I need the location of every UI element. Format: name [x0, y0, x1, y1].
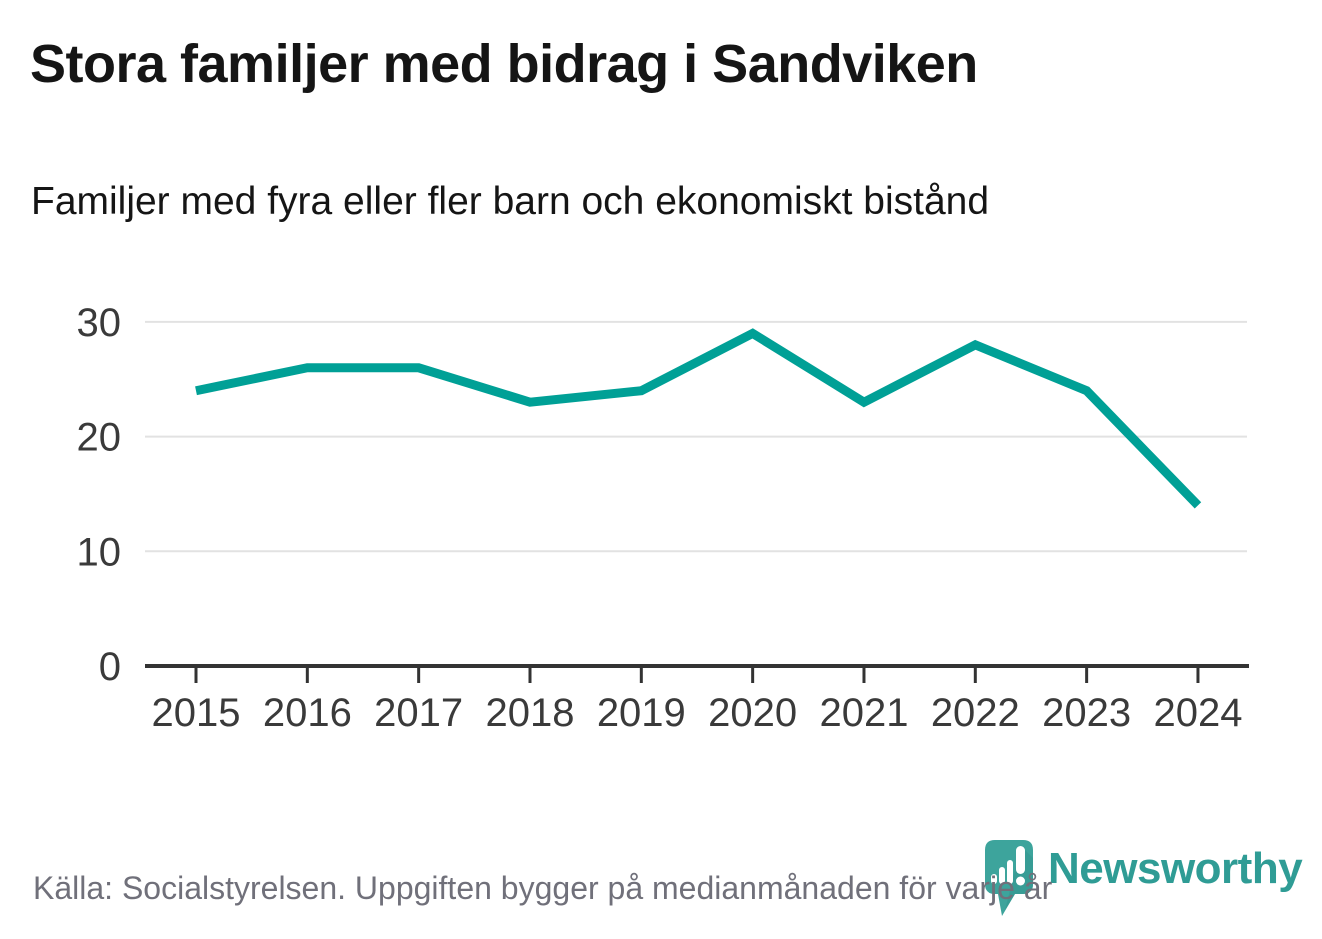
chart-title: Stora familjer med bidrag i Sandviken: [30, 34, 978, 94]
newsworthy-chart-pin-icon: [985, 840, 1033, 916]
x-axis-tick-label: 2020: [708, 691, 797, 735]
x-axis-tick-label: 2019: [597, 691, 686, 735]
y-axis-tick-label: 30: [77, 301, 122, 345]
x-axis-tick-label: 2015: [152, 691, 241, 735]
x-axis-tick-label: 2022: [931, 691, 1020, 735]
y-axis-tick-label: 0: [99, 645, 121, 689]
x-axis-tick-label: 2021: [819, 691, 908, 735]
y-axis-tick-label: 20: [77, 416, 122, 460]
newsworthy-logo-text: Newsworthy: [1048, 844, 1303, 893]
y-axis-tick-label: 10: [77, 530, 122, 574]
x-axis-tick-label: 2024: [1153, 691, 1242, 735]
data-line-series: [195, 328, 1202, 509]
source-note: Källa: Socialstyrelsen. Uppgiften bygger…: [33, 870, 1053, 906]
chart-subtitle: Familjer med fyra eller fler barn och ek…: [31, 180, 990, 223]
newsworthy-logo: Newsworthy: [983, 838, 1303, 924]
line-chart-svg: 0 10 20 30 2015 2016 2017 2018 2019 2020 2021 2022 2…: [77, 301, 1249, 735]
line-chart: 0 10 20 30 2015 2016 2017 2018 2019 2020 2021 2022 2…: [0, 280, 1322, 740]
x-axis-tick-label: 2018: [485, 691, 574, 735]
x-axis-tick-label: 2017: [374, 691, 463, 735]
x-axis-tick-label: 2023: [1042, 691, 1131, 735]
x-axis-tick-label: 2016: [263, 691, 352, 735]
